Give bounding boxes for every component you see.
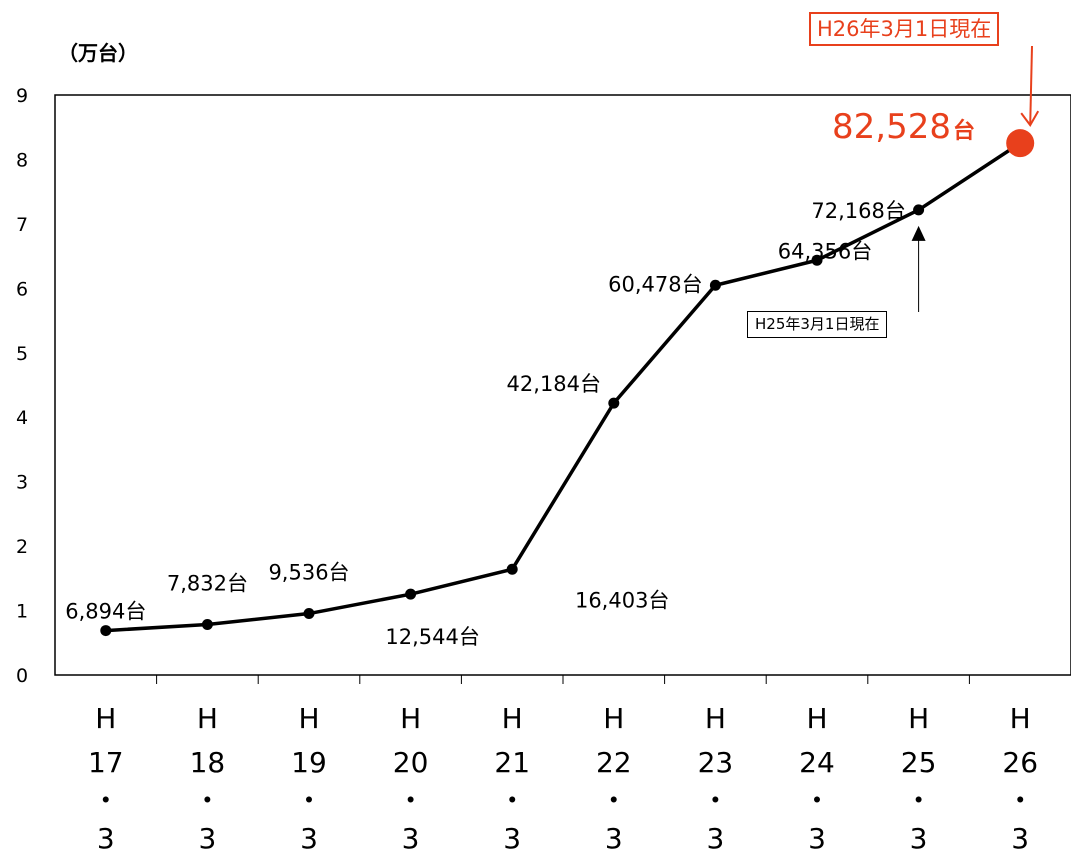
x-tick-label: ・ (701, 784, 729, 817)
x-tick-label: H (400, 702, 421, 735)
data-label: 6,894台 (65, 600, 146, 624)
data-point (608, 397, 620, 409)
y-tick-label: 5 (16, 343, 28, 365)
x-tick-labels: H 17 ・ 3 H 18 ・ 3 H 19 ・ 3 H 20 ・ 3 H 21 ・ 3 H 22 ・ 3 H 23 ・ 3 H 24 ・ 3… (88, 702, 1038, 854)
x-tick-label: 3 (1011, 822, 1029, 854)
x-tick-label: 3 (300, 822, 318, 854)
y-tick-label: 9 (16, 85, 28, 107)
h26-callout-box: H26年3月1日現在 (809, 12, 1000, 46)
x-tick-label: H (502, 702, 523, 735)
x-tick-label: 21 (494, 746, 530, 779)
x-tick-label: ・ (92, 784, 120, 817)
x-tick-label: H (705, 702, 726, 735)
y-tick-label: 0 (16, 665, 28, 687)
h26-arrow-head (1020, 110, 1040, 127)
y-tick-label: 2 (16, 536, 28, 558)
data-point (100, 625, 112, 637)
data-series (100, 129, 1035, 637)
x-tick-label: 3 (198, 822, 216, 854)
h25-arrow-head (911, 225, 926, 241)
y-tick-label: 8 (16, 149, 28, 171)
x-tick-label: H (908, 702, 929, 735)
x-tick-label: 24 (799, 746, 835, 779)
y-unit-label: （万台） (58, 41, 138, 65)
data-label: 42,184台 (507, 372, 601, 396)
y-tick-label: 6 (16, 278, 28, 300)
series-line (105, 141, 1022, 633)
x-tick-label: H (95, 702, 116, 735)
h25-callout-box: H25年3月1日現在 (747, 311, 888, 338)
x-tick-label: ・ (295, 784, 323, 817)
data-labels: 6,894台 7,832台 9,536台 12,544台 16,403台 42,184台 6… (65, 199, 906, 649)
data-label: 9,536台 (268, 561, 349, 585)
x-tick-label: H (298, 702, 319, 735)
y-tick-label: 4 (16, 407, 28, 429)
x-tick-label: ・ (397, 784, 425, 817)
x-tick-label: 17 (88, 746, 124, 779)
x-tick-label: 22 (596, 746, 632, 779)
data-label: 60,478台 (608, 272, 702, 296)
x-tick-label: ・ (498, 784, 526, 817)
x-tick-label: 3 (97, 822, 115, 854)
data-point (709, 279, 721, 291)
x-tick-label: ・ (905, 784, 933, 817)
y-tick-label: 3 (16, 472, 28, 494)
data-label: 72,168台 (811, 199, 905, 223)
data-label: 16,403台 (575, 588, 669, 612)
data-point (506, 563, 518, 575)
data-point (913, 204, 925, 216)
x-tick-label: ・ (193, 784, 221, 817)
data-point (811, 254, 823, 266)
data-point (405, 588, 417, 600)
x-tick-label: H (1010, 702, 1031, 735)
x-tick-label: 23 (698, 746, 734, 779)
x-tick-label: 26 (1002, 746, 1038, 779)
x-tick-label: 25 (901, 746, 937, 779)
x-tick-label: 3 (503, 822, 521, 854)
y-tick-labels: 0 1 2 3 4 5 6 7 8 9 (16, 85, 28, 687)
data-label: 64,356台 (778, 239, 872, 263)
y-tick-label: 1 (16, 601, 28, 623)
data-point (201, 619, 213, 631)
x-tick-label: 18 (190, 746, 226, 779)
axes (54, 94, 1071, 684)
x-tick-label: H (603, 702, 624, 735)
data-point (303, 608, 315, 620)
x-tick-label: 20 (393, 746, 429, 779)
x-tick-label: 3 (605, 822, 623, 854)
highlight-group: 82,528台 (832, 45, 1040, 312)
x-tick-label: H (806, 702, 827, 735)
x-tick-label: 3 (910, 822, 928, 854)
y-tick-label: 7 (16, 214, 28, 236)
highlight-value: 82,528台 (832, 107, 975, 147)
x-tick-label: ・ (803, 784, 831, 817)
data-label: 12,544台 (385, 625, 479, 649)
x-tick-label: 3 (808, 822, 826, 854)
highlight-point (1006, 129, 1035, 158)
x-tick-label: ・ (600, 784, 628, 817)
x-tick-label: ・ (1006, 784, 1034, 817)
x-tick-label: 3 (706, 822, 724, 854)
x-tick-label: H (197, 702, 218, 735)
data-label: 7,832台 (167, 572, 248, 596)
x-tick-label: 3 (402, 822, 420, 854)
h26-arrow-line (1029, 45, 1033, 126)
x-tick-label: 19 (291, 746, 327, 779)
